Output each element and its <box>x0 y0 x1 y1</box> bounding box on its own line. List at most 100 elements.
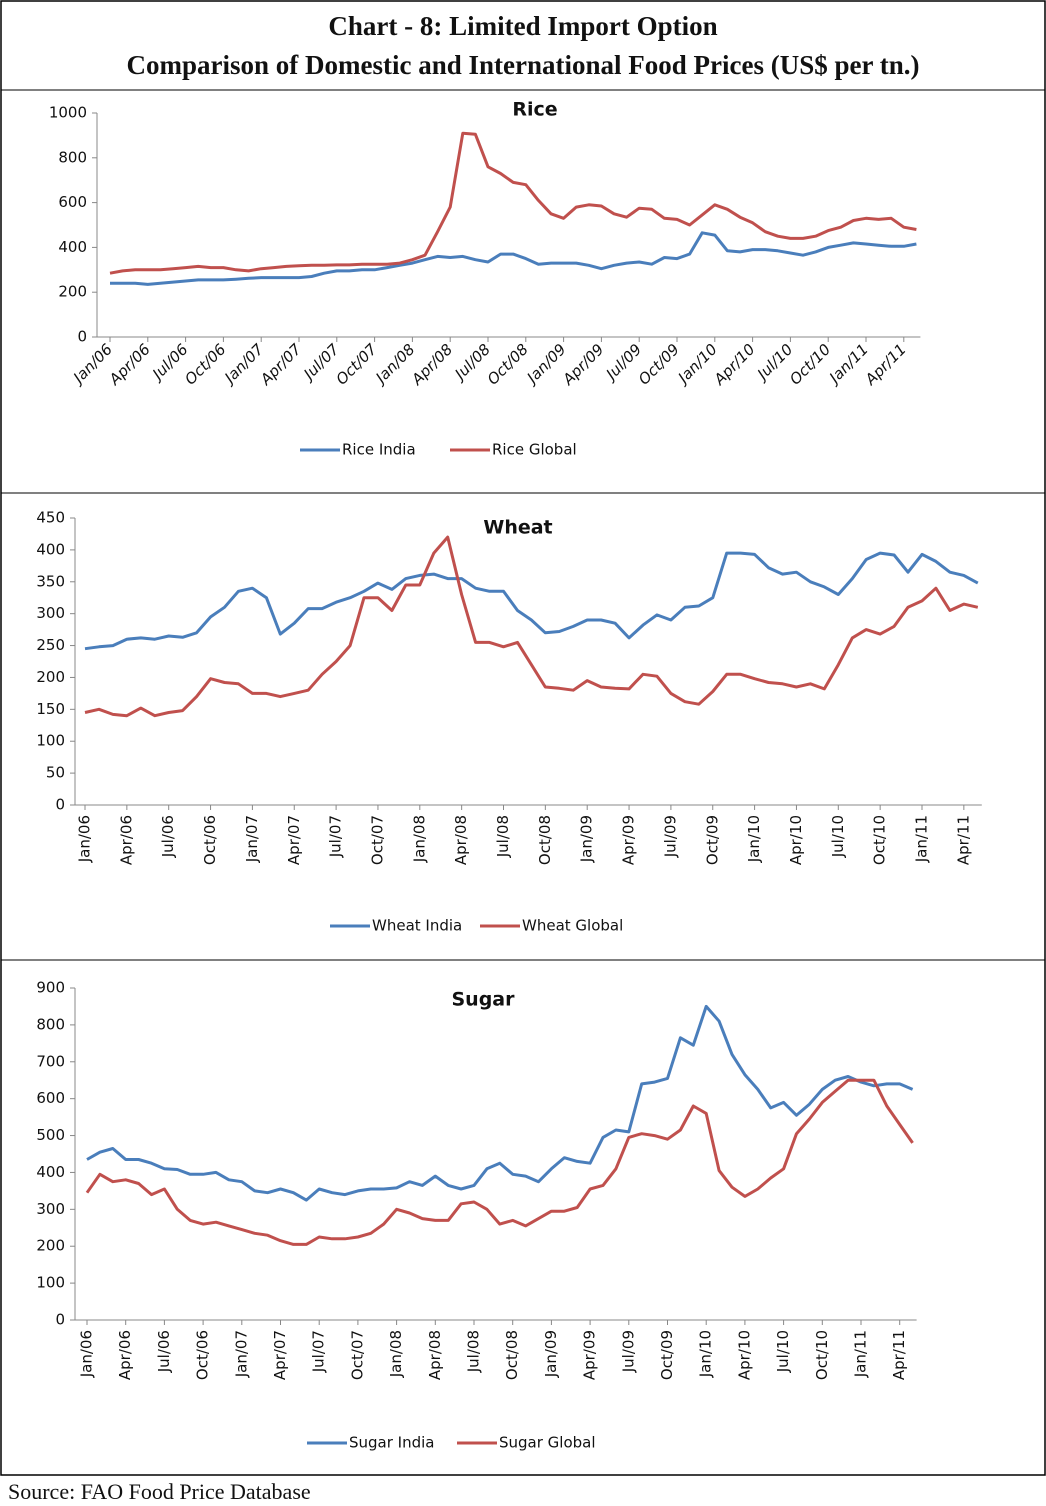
y-tick-label: 0 <box>77 328 87 346</box>
y-tick-label: 600 <box>58 193 87 211</box>
y-tick-label: 0 <box>55 796 65 814</box>
x-tick-label: Jan/09 <box>521 340 569 388</box>
x-tick-label: Oct/10 <box>786 340 834 388</box>
panel-title: Wheat <box>483 517 552 539</box>
x-tick-label: Jan/06 <box>76 815 94 863</box>
x-tick-label: Jan/08 <box>387 1330 405 1378</box>
series-line <box>84 551 979 651</box>
x-tick-label: Jul/09 <box>619 1330 637 1373</box>
x-tick-label: Apr/11 <box>861 340 910 389</box>
x-tick-label: Oct/08 <box>484 340 532 388</box>
x-tick-label: Jul/06 <box>159 815 177 858</box>
x-tick-label: Apr/09 <box>559 340 608 389</box>
x-tick-label: Apr/08 <box>426 1330 444 1380</box>
x-tick-label: Jan/06 <box>78 1330 96 1378</box>
legend-label: Wheat India <box>372 917 462 935</box>
y-tick-label: 150 <box>36 700 65 718</box>
y-tick-label: 1000 <box>49 104 87 122</box>
y-tick-label: 50 <box>46 764 65 782</box>
x-tick-label: Jul/07 <box>310 1330 328 1373</box>
x-tick-label: Jan/10 <box>697 1330 715 1378</box>
y-tick-label: 600 <box>36 1089 65 1107</box>
y-tick-label: 0 <box>55 1311 65 1329</box>
x-tick-label: Oct/07 <box>348 1330 366 1380</box>
title: Chart - 8: Limited Import Option <box>328 11 717 41</box>
y-tick-label: 200 <box>58 283 87 301</box>
x-tick-label: Apr/08 <box>407 340 456 389</box>
x-tick-label: Apr/09 <box>581 1330 599 1380</box>
legend-label: Rice Global <box>492 441 577 459</box>
x-tick-label: Oct/06 <box>201 815 219 865</box>
x-tick-label: Apr/07 <box>271 1330 289 1380</box>
x-tick-label: Oct/10 <box>813 1330 831 1380</box>
x-tick-label: Oct/09 <box>703 815 721 865</box>
y-tick-label: 300 <box>36 604 65 622</box>
y-tick-label: 500 <box>36 1126 65 1144</box>
x-tick-label: Jan/09 <box>542 1330 560 1378</box>
legend-label: Wheat Global <box>522 917 623 935</box>
x-tick-label: Jul/07 <box>327 815 345 858</box>
x-tick-label: Jan/11 <box>824 340 872 388</box>
y-tick-label: 900 <box>36 979 65 997</box>
x-tick-label: Apr/06 <box>116 1330 134 1380</box>
y-tick-label: 800 <box>58 148 87 166</box>
x-tick-label: Oct/09 <box>658 1330 676 1380</box>
source: Source: FAO Food Price Database <box>8 1479 311 1504</box>
series-line <box>86 1004 914 1202</box>
y-tick-label: 700 <box>36 1052 65 1070</box>
y-tick-label: 350 <box>36 572 65 590</box>
x-tick-label: Jul/06 <box>155 1330 173 1373</box>
x-tick-label: Jan/11 <box>852 1330 870 1378</box>
x-tick-label: Oct/09 <box>635 340 683 388</box>
x-tick-label: Oct/07 <box>332 340 380 388</box>
x-tick-label: Jan/07 <box>232 1330 250 1378</box>
x-tick-label: Jan/07 <box>243 815 261 863</box>
x-tick-label: Jan/11 <box>913 815 931 863</box>
y-tick-label: 400 <box>36 1163 65 1181</box>
y-tick-label: 100 <box>36 1274 65 1292</box>
x-tick-label: Oct/06 <box>181 340 229 388</box>
x-tick-label: Oct/10 <box>871 815 889 865</box>
x-tick-label: Apr/07 <box>256 340 305 389</box>
panel-title: Sugar <box>451 989 515 1011</box>
y-tick-label: 200 <box>36 1237 65 1255</box>
x-tick-label: Apr/06 <box>117 815 135 865</box>
panel-title: Rice <box>512 99 557 121</box>
x-tick-label: Oct/08 <box>503 1330 521 1380</box>
y-tick-label: 400 <box>58 238 87 256</box>
y-tick-label: 250 <box>36 636 65 654</box>
series-line <box>110 231 917 286</box>
x-tick-label: Apr/11 <box>954 815 972 865</box>
x-tick-label: Apr/09 <box>620 815 638 865</box>
x-tick-label: Jan/10 <box>745 815 763 863</box>
series-line <box>84 535 979 718</box>
x-tick-label: Jan/07 <box>219 340 268 389</box>
x-tick-label: Jan/08 <box>410 815 428 863</box>
subtitle: Comparison of Domestic and International… <box>127 50 920 80</box>
x-tick-label: Jul/10 <box>774 1330 792 1373</box>
x-tick-label: Apr/10 <box>735 1330 753 1380</box>
y-tick-label: 300 <box>36 1200 65 1218</box>
x-tick-label: Oct/07 <box>368 815 386 865</box>
x-tick-label: Apr/10 <box>787 815 805 865</box>
x-tick-label: Jul/10 <box>829 815 847 858</box>
x-tick-label: Oct/08 <box>536 815 554 865</box>
x-tick-label: Jan/08 <box>370 340 418 388</box>
y-tick-label: 800 <box>36 1015 65 1033</box>
legend-label: Rice India <box>342 441 416 459</box>
legend-label: Sugar Global <box>499 1434 596 1452</box>
x-tick-label: Jul/08 <box>465 1330 483 1373</box>
x-tick-label: Jul/08 <box>494 815 512 858</box>
y-tick-label: 100 <box>36 732 65 750</box>
y-tick-label: 200 <box>36 668 65 686</box>
x-tick-label: Jan/06 <box>68 340 116 388</box>
x-tick-label: Oct/06 <box>194 1330 212 1380</box>
y-tick-label: 400 <box>36 540 65 558</box>
x-tick-label: Apr/06 <box>105 340 154 389</box>
x-tick-label: Apr/10 <box>710 340 759 389</box>
x-tick-label: Apr/08 <box>452 815 470 865</box>
x-tick-label: Jan/09 <box>578 815 596 863</box>
legend-label: Sugar India <box>349 1434 435 1452</box>
